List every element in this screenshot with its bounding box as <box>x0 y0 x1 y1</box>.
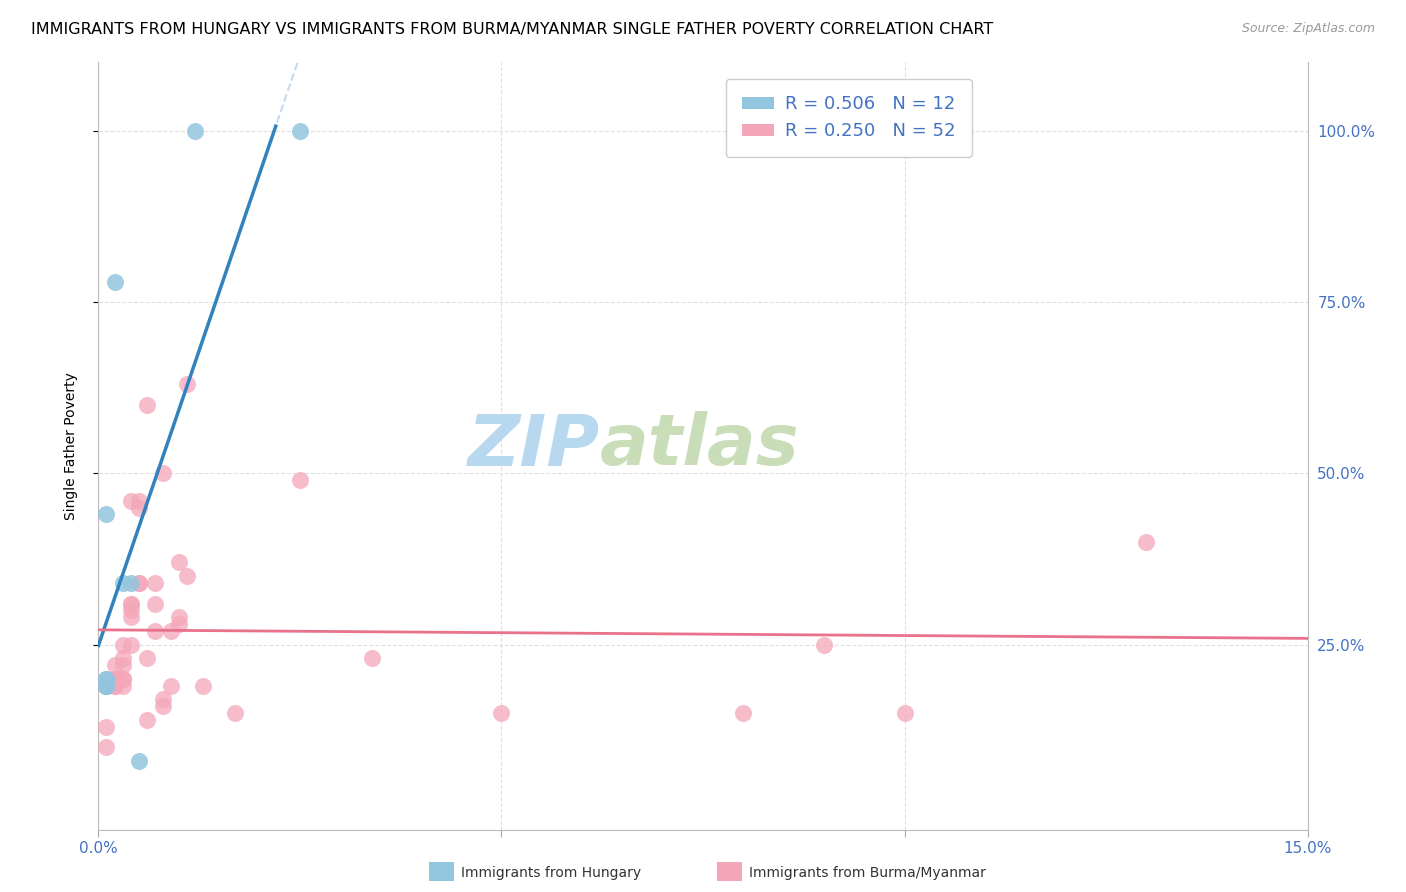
Point <box>128 493 150 508</box>
Point <box>361 651 384 665</box>
Point <box>96 672 118 686</box>
Point <box>288 473 311 487</box>
Point <box>176 569 198 583</box>
Point <box>733 706 755 720</box>
Point <box>128 754 150 768</box>
Point <box>288 124 311 138</box>
Point <box>103 679 125 693</box>
Point <box>111 672 134 686</box>
Point <box>143 624 166 638</box>
Text: IMMIGRANTS FROM HUNGARY VS IMMIGRANTS FROM BURMA/MYANMAR SINGLE FATHER POVERTY C: IMMIGRANTS FROM HUNGARY VS IMMIGRANTS FR… <box>31 22 993 37</box>
Point <box>184 124 207 138</box>
Point <box>135 651 157 665</box>
Legend: R = 0.506   N = 12, R = 0.250   N = 52: R = 0.506 N = 12, R = 0.250 N = 52 <box>725 79 972 157</box>
Point <box>128 576 150 591</box>
Point <box>96 508 118 522</box>
Point <box>128 576 150 591</box>
Text: atlas: atlas <box>600 411 800 481</box>
Point <box>103 672 125 686</box>
Point <box>96 679 118 693</box>
Point <box>111 576 134 591</box>
Point <box>152 692 174 706</box>
Point <box>813 638 835 652</box>
Point <box>103 679 125 693</box>
Point <box>103 672 125 686</box>
Point <box>111 638 134 652</box>
Point <box>143 597 166 611</box>
Point <box>96 679 118 693</box>
Point <box>111 651 134 665</box>
Point <box>152 699 174 714</box>
Text: Immigrants from Burma/Myanmar: Immigrants from Burma/Myanmar <box>749 866 986 880</box>
Point <box>120 638 142 652</box>
Point <box>96 679 118 693</box>
Point <box>1135 535 1157 549</box>
Point <box>160 679 183 693</box>
Point <box>491 706 513 720</box>
Point <box>111 679 134 693</box>
Point <box>120 603 142 617</box>
Text: Source: ZipAtlas.com: Source: ZipAtlas.com <box>1241 22 1375 36</box>
Point <box>103 672 125 686</box>
Point <box>120 597 142 611</box>
Point <box>224 706 246 720</box>
Point <box>96 679 118 693</box>
Point <box>160 624 183 638</box>
Point <box>893 706 915 720</box>
Point <box>167 610 190 624</box>
Point <box>152 467 174 481</box>
Point <box>120 576 142 591</box>
Point <box>111 672 134 686</box>
Point <box>96 740 118 755</box>
Point <box>96 672 118 686</box>
Y-axis label: Single Father Poverty: Single Father Poverty <box>63 372 77 520</box>
Point <box>111 658 134 673</box>
Point <box>96 679 118 693</box>
Point <box>128 500 150 515</box>
Text: Immigrants from Hungary: Immigrants from Hungary <box>461 866 641 880</box>
Text: ZIP: ZIP <box>468 411 600 481</box>
Point <box>103 275 125 289</box>
Point <box>120 493 142 508</box>
Point <box>167 617 190 632</box>
Point <box>135 398 157 412</box>
Point <box>143 576 166 591</box>
Point <box>96 720 118 734</box>
Point <box>193 679 215 693</box>
Point <box>103 658 125 673</box>
Point <box>120 597 142 611</box>
Point <box>120 610 142 624</box>
Point <box>135 713 157 727</box>
Point <box>176 377 198 392</box>
Point <box>96 679 118 693</box>
Point <box>167 556 190 570</box>
